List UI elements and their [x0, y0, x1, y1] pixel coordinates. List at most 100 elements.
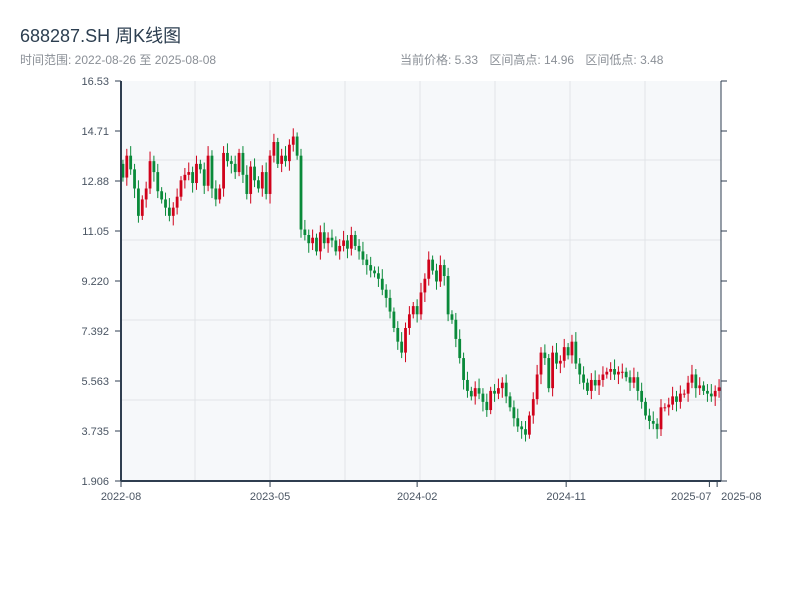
candle [473, 381, 477, 405]
candle [276, 137, 280, 168]
candle [531, 392, 535, 424]
candle-body [690, 374, 694, 383]
candle-body [148, 161, 152, 189]
candle [713, 385, 717, 406]
candle-body [245, 174, 249, 194]
candle-body [497, 388, 500, 394]
candle-body [411, 306, 415, 315]
candle [493, 384, 496, 402]
candle [315, 233, 318, 256]
candle [284, 146, 287, 167]
candle-body [276, 141, 280, 164]
candle-body [686, 382, 690, 394]
candle [462, 352, 465, 390]
candle [419, 282, 423, 320]
candle [624, 367, 628, 382]
candle [582, 366, 585, 390]
candle-body [682, 393, 686, 395]
candle-body [454, 319, 458, 339]
candle [272, 133, 276, 163]
candle-body [613, 369, 616, 375]
candle-body [156, 172, 160, 192]
candle [690, 364, 694, 389]
candle-body [597, 379, 601, 386]
candle [686, 375, 690, 402]
x-tick-label: 2024-02 [397, 491, 437, 503]
candle-body [137, 188, 140, 216]
candle-body [574, 341, 578, 364]
candle [485, 393, 489, 417]
candle [620, 363, 624, 379]
candle-body [191, 172, 195, 184]
candle-body [334, 240, 338, 252]
candle [431, 255, 435, 275]
y-tick-label: 7.392 [81, 326, 109, 338]
candle-body [326, 237, 330, 244]
candle [299, 148, 303, 238]
candle [659, 399, 663, 437]
candle [497, 378, 500, 400]
candle-body [524, 429, 527, 435]
candle-body [435, 270, 438, 282]
candle [237, 148, 241, 177]
candle [516, 408, 520, 432]
candle-body [508, 396, 512, 408]
candle [535, 364, 539, 405]
candle [574, 332, 578, 370]
candle [632, 367, 636, 389]
candle [210, 150, 214, 199]
candle-body [322, 232, 326, 244]
candle-body [303, 229, 307, 235]
candle [338, 239, 342, 260]
candles [121, 128, 721, 442]
candle [346, 234, 349, 259]
chart-title: 688287.SH 周K线图 [20, 26, 182, 46]
candle [442, 259, 446, 286]
candle-body [535, 374, 539, 400]
candle-body [384, 289, 388, 298]
candle-body [206, 155, 210, 186]
y-tick-label: 12.88 [81, 176, 109, 188]
candle [512, 400, 516, 427]
candle [539, 347, 543, 385]
candle-body [233, 163, 237, 173]
candle [717, 379, 721, 398]
candle [326, 232, 330, 253]
candle-body [543, 352, 547, 359]
y-tick-label: 1.906 [81, 476, 109, 488]
candle [404, 322, 407, 363]
candle [253, 158, 256, 188]
candle [547, 353, 551, 393]
candle [241, 146, 245, 184]
candle-body [152, 161, 156, 173]
candle [628, 370, 632, 391]
candle-body [346, 240, 349, 249]
candle-body [175, 196, 179, 208]
candle [543, 344, 547, 365]
candle [698, 377, 702, 396]
candle-body [423, 278, 427, 293]
candle-body [551, 352, 555, 389]
candle [175, 188, 179, 215]
candle-body [504, 382, 508, 397]
candle [191, 166, 195, 193]
candle-body [477, 388, 481, 394]
candle-body [307, 234, 311, 244]
candle [226, 143, 229, 167]
candle-body [291, 136, 295, 145]
candle [427, 251, 431, 286]
candle-body [342, 240, 345, 246]
price-stats: 当前价格: 5.33 区间高点: 14.96 区间低点: 3.48 [400, 51, 671, 68]
candle [709, 384, 713, 402]
candle-body [593, 379, 597, 386]
candle-body [373, 270, 376, 274]
y-tick-label: 14.71 [81, 126, 109, 138]
candle-body [121, 163, 125, 178]
candle-body [493, 390, 496, 394]
candle [454, 312, 458, 348]
candle [613, 359, 616, 380]
candle [411, 302, 415, 319]
candle-body [318, 232, 322, 252]
candle [342, 230, 345, 252]
current-price: 当前价格: 5.33 [400, 53, 479, 67]
